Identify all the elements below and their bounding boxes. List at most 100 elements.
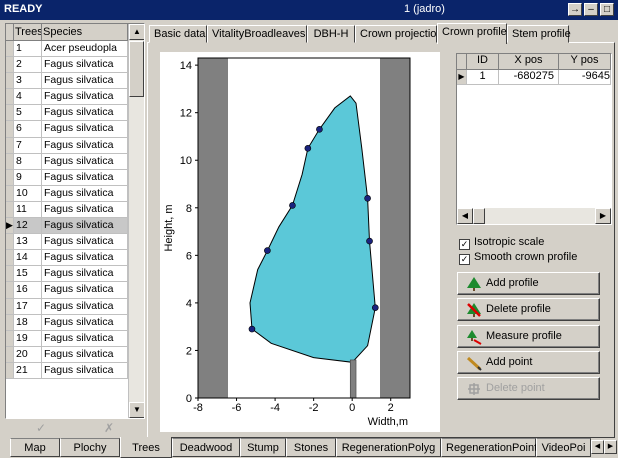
cell-species[interactable]: Fagus silvatica <box>42 185 128 202</box>
delete-profile-button[interactable]: Delete profile <box>457 298 600 321</box>
tree-list[interactable]: Trees Species 1 Acer pseudopla 2 Fagus silv… <box>5 23 145 419</box>
cell-tree[interactable]: 7 <box>14 137 42 154</box>
crown-point[interactable] <box>264 247 271 254</box>
cell-species[interactable]: Fagus silvatica <box>42 57 128 74</box>
cell-species[interactable]: Fagus silvatica <box>42 201 128 219</box>
crown-point[interactable] <box>248 325 256 333</box>
isotropic-scale-option[interactable]: ✓ Isotropic scale <box>459 236 544 250</box>
tab-stem-profile[interactable]: Stem profile <box>507 25 571 43</box>
column-header-y-pos[interactable]: Y pos <box>559 54 611 70</box>
cell-x-pos[interactable]: -680275 <box>499 70 559 85</box>
tab-map[interactable]: Map <box>10 438 60 457</box>
cell-tree[interactable]: 8 <box>14 153 42 170</box>
crown-profile-chart[interactable]: -8 -6 -4 -2 0 2 0 2 4 6 8 10 12 14 Width,m Height, m <box>160 52 440 432</box>
cell-tree[interactable]: 5 <box>14 105 42 122</box>
column-header-x-pos[interactable]: X pos <box>499 54 559 70</box>
add-point-button[interactable]: Add point <box>457 351 600 374</box>
scroll-left-icon[interactable]: ◀ <box>457 208 473 224</box>
column-header-id[interactable]: ID <box>467 54 499 70</box>
smooth-crown-checkbox[interactable]: ✓ <box>459 254 470 265</box>
cell-species[interactable]: Fagus silvatica <box>42 234 128 251</box>
smooth-crown-option[interactable]: ✓ Smooth crown profile <box>459 251 577 265</box>
tab-crown-profile[interactable]: Crown profile <box>437 23 507 44</box>
column-header-species[interactable]: Species <box>42 24 128 41</box>
cell-tree[interactable]: 15 <box>14 266 42 283</box>
cell-tree[interactable]: 1 <box>14 41 42 58</box>
table-row[interactable]: 7 Fagus silvatica <box>6 137 144 154</box>
cell-species[interactable]: Fagus silvatica <box>42 362 128 379</box>
cell-species[interactable]: Fagus silvatica <box>42 282 128 299</box>
tab-basic-data[interactable]: Basic data <box>149 25 207 43</box>
table-row[interactable]: 17 Fagus silvatica <box>6 298 144 315</box>
cell-tree[interactable]: 16 <box>14 282 42 299</box>
cell-species[interactable]: Fagus silvatica <box>42 250 128 267</box>
cell-species[interactable]: Fagus silvatica <box>42 218 128 235</box>
cell-tree[interactable]: 3 <box>14 73 42 90</box>
crown-point[interactable] <box>289 202 296 209</box>
cell-tree[interactable]: 21 <box>14 362 42 379</box>
scroll-right-icon[interactable]: ▶ <box>595 208 611 224</box>
cell-tree[interactable]: 4 <box>14 89 42 106</box>
cell-tree[interactable]: 10 <box>14 185 42 202</box>
scroll-thumb[interactable] <box>473 208 485 224</box>
cell-tree[interactable]: 12 <box>14 218 42 235</box>
crown-point[interactable] <box>364 194 371 202</box>
tab-vitality-broadleaves[interactable]: VitalityBroadleaves <box>207 25 307 43</box>
table-row[interactable]: 9 Fagus silvatica <box>6 169 144 186</box>
delete-point-button[interactable]: Delete point <box>457 377 600 400</box>
tab-regeneration-polyg[interactable]: RegenerationPolyg <box>336 438 441 457</box>
table-row[interactable]: ▶ 12 Fagus silvatica <box>6 218 144 235</box>
cell-y-pos[interactable]: -9645 <box>559 70 611 85</box>
column-header-trees[interactable]: Trees <box>14 24 42 41</box>
cell-species[interactable]: Fagus silvatica <box>42 298 128 315</box>
tree-list-scrollbar[interactable]: ▲ ▼ <box>128 24 144 418</box>
check-icon[interactable]: ✓ <box>36 421 47 435</box>
scroll-up-icon[interactable]: ▲ <box>129 24 144 40</box>
tab-video-poi[interactable]: VideoPoi <box>536 438 591 457</box>
cell-tree[interactable]: 11 <box>14 201 42 219</box>
cell-species[interactable]: Acer pseudopla <box>42 41 128 58</box>
cell-tree[interactable]: 2 <box>14 57 42 74</box>
grid-horizontal-scrollbar[interactable]: ◀ ▶ <box>457 208 611 224</box>
cell-tree[interactable]: 18 <box>14 314 42 331</box>
table-row[interactable]: 19 Fagus silvatica <box>6 330 144 347</box>
scroll-down-icon[interactable]: ▼ <box>129 402 144 418</box>
cell-species[interactable]: Fagus silvatica <box>42 105 128 122</box>
table-row[interactable]: ▶ 1 -680275 -9645 <box>457 70 611 85</box>
tab-plochy[interactable]: Plochy <box>60 438 120 457</box>
pin-icon[interactable]: → <box>568 3 582 16</box>
cell-tree[interactable]: 17 <box>14 298 42 315</box>
table-row[interactable]: 8 Fagus silvatica <box>6 153 144 170</box>
tab-crown-projection[interactable]: Crown projection <box>355 25 443 43</box>
table-row[interactable]: 6 Fagus silvatica <box>6 121 144 138</box>
cell-species[interactable]: Fagus silvatica <box>42 89 128 106</box>
table-row[interactable]: 5 Fagus silvatica <box>6 105 144 122</box>
table-row[interactable]: 11 Fagus silvatica <box>6 201 144 219</box>
tab-deadwood[interactable]: Deadwood <box>172 438 240 457</box>
crown-point[interactable] <box>366 237 373 245</box>
cell-tree[interactable]: 13 <box>14 234 42 251</box>
points-grid[interactable]: ID X pos Y pos ▶ 1 -680275 -9645 ◀ ▶ <box>456 53 612 225</box>
cell-species[interactable]: Fagus silvatica <box>42 121 128 138</box>
cell-tree[interactable]: 9 <box>14 169 42 186</box>
table-row[interactable]: 10 Fagus silvatica <box>6 185 144 202</box>
tab-regeneration-point[interactable]: RegenerationPoint <box>441 438 537 457</box>
table-row[interactable]: 2 Fagus silvatica <box>6 57 144 74</box>
table-row[interactable]: 3 Fagus silvatica <box>6 73 144 90</box>
cell-species[interactable]: Fagus silvatica <box>42 153 128 170</box>
cell-species[interactable]: Fagus silvatica <box>42 266 128 283</box>
table-row[interactable]: 21 Fagus silvatica <box>6 362 144 379</box>
crown-point[interactable] <box>316 126 323 133</box>
cell-species[interactable]: Fagus silvatica <box>42 73 128 90</box>
tab-scroll-right-icon[interactable]: ▶ <box>604 440 617 454</box>
isotropic-scale-checkbox[interactable]: ✓ <box>459 239 470 250</box>
scroll-thumb[interactable] <box>129 41 144 97</box>
table-row[interactable]: 13 Fagus silvatica <box>6 234 144 251</box>
table-row[interactable]: 4 Fagus silvatica <box>6 89 144 106</box>
cell-tree[interactable]: 19 <box>14 330 42 347</box>
cell-tree[interactable]: 14 <box>14 250 42 267</box>
tab-stump[interactable]: Stump <box>240 438 286 457</box>
cell-species[interactable]: Fagus silvatica <box>42 169 128 186</box>
cell-id[interactable]: 1 <box>467 70 499 85</box>
tab-scroll-left-icon[interactable]: ◀ <box>591 440 604 454</box>
